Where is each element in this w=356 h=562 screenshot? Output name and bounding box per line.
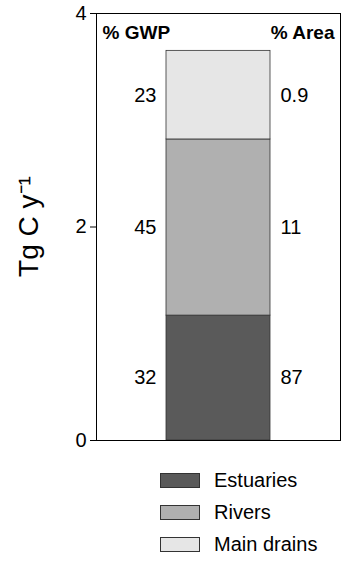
html-text:Main drains: Main drains [214,532,318,555]
svg-text:0: 0 [75,429,86,451]
svg-text:% Area: % Area [271,22,335,43]
svg-text:2: 2 [75,215,86,237]
svg-text:0.9: 0.9 [281,84,309,106]
svg-text:45: 45 [134,216,156,238]
svg-text:11: 11 [281,216,302,238]
svg-text:% GWP: % GWP [103,22,171,43]
svg-text:23: 23 [134,84,156,106]
html-text:Rivers: Rivers [214,500,271,523]
svg-text:32: 32 [134,366,156,388]
svg-text:Tg C y⁻¹: Tg C y⁻¹ [13,176,44,277]
svg-text:87: 87 [281,366,303,388]
html-text:Estuaries: Estuaries [214,468,298,491]
svg-text:4: 4 [75,2,86,24]
